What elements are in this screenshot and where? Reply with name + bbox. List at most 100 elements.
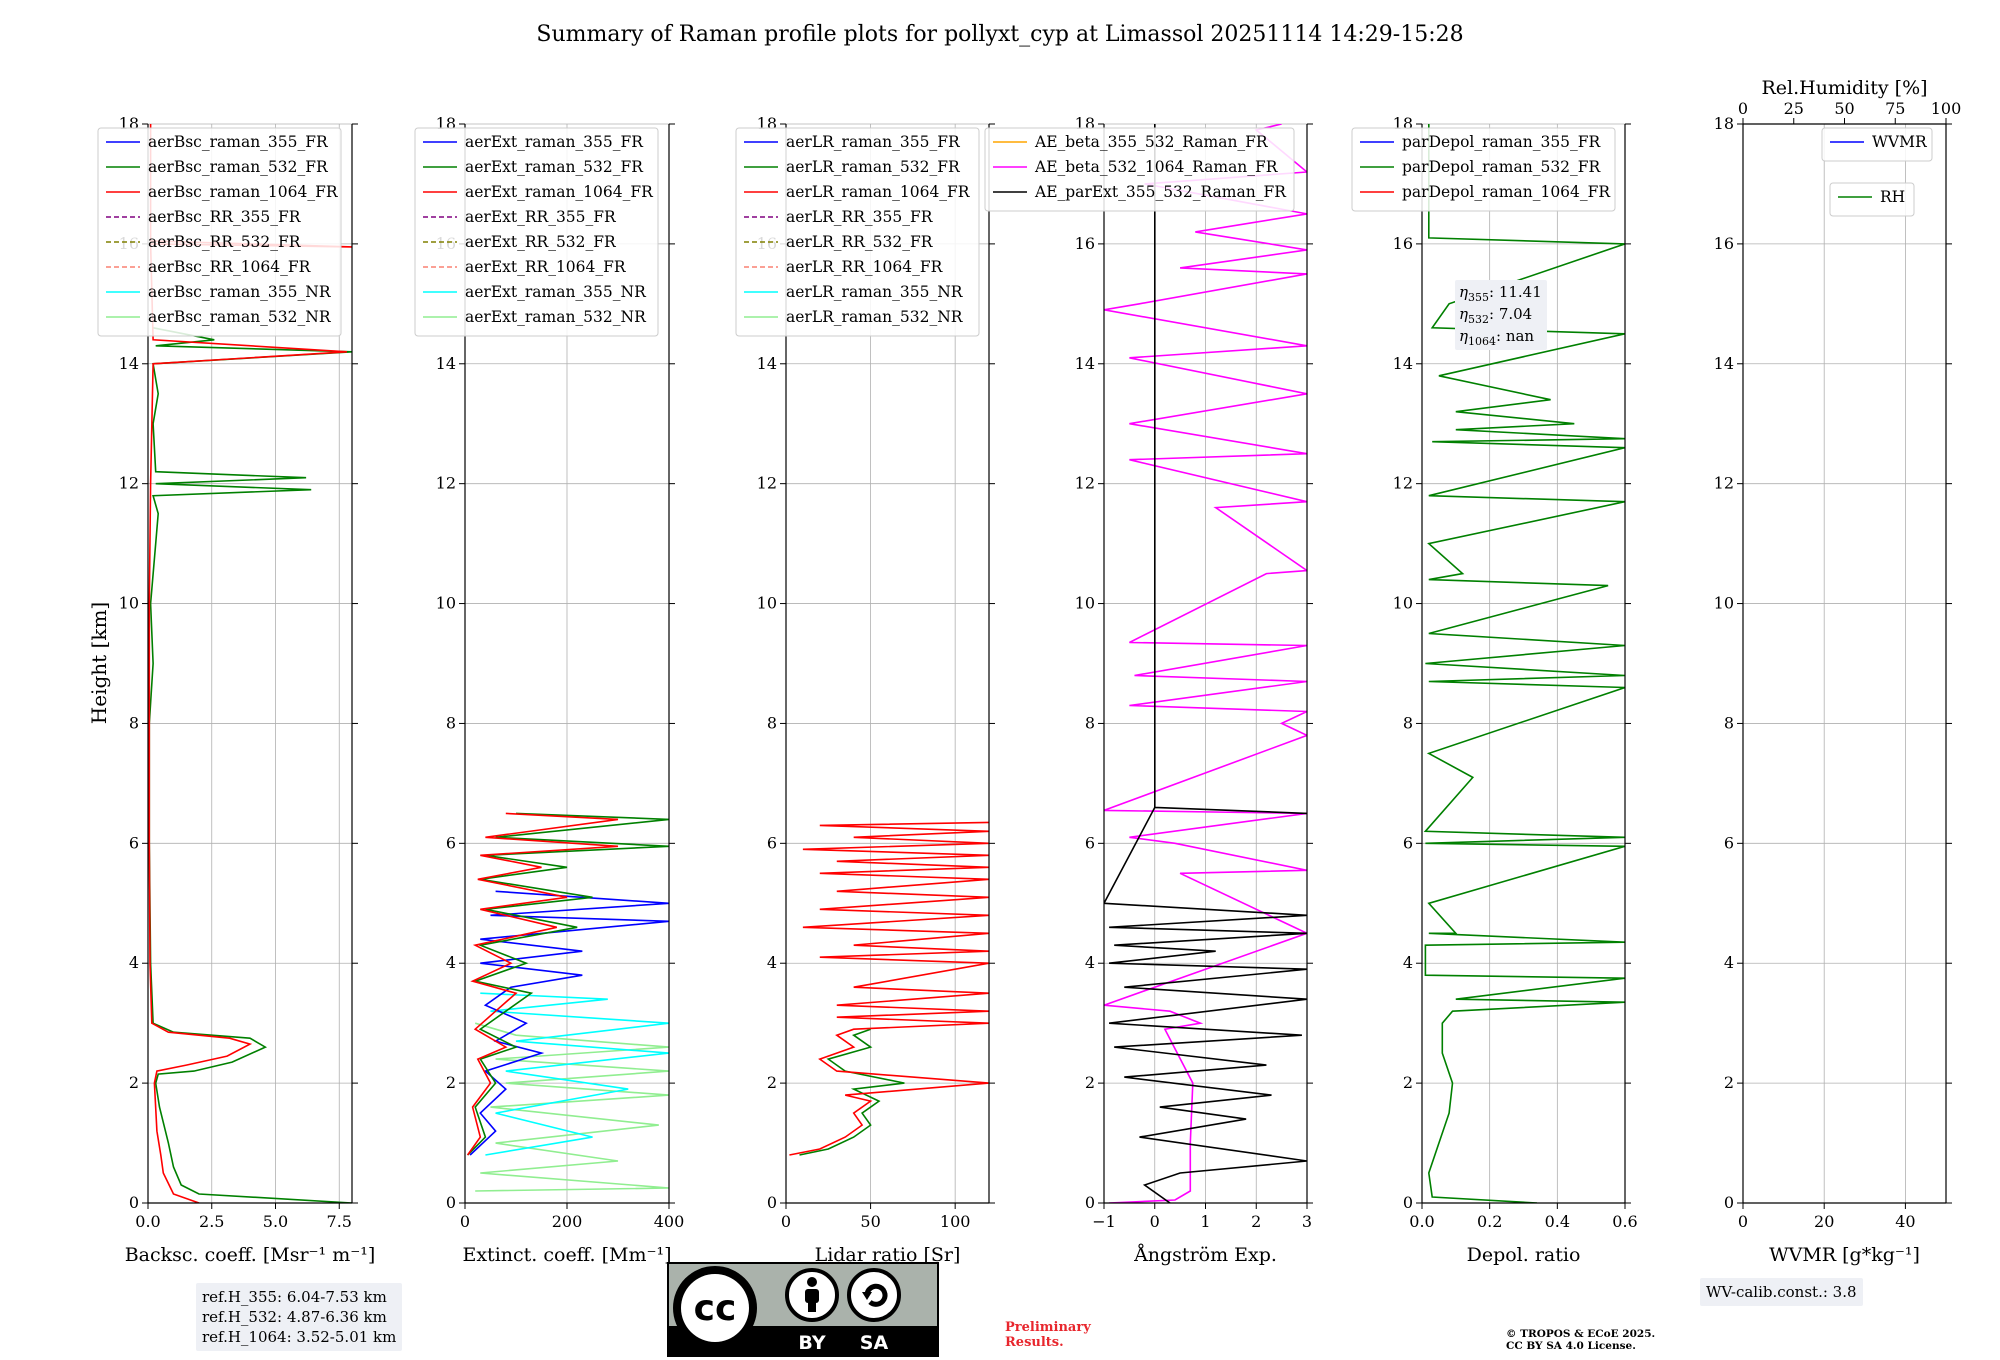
copyright-line-1: © TROPOS & ECoE 2025. xyxy=(1506,1328,1656,1340)
y-tick-label: 12 xyxy=(1075,474,1095,493)
legend-label: RH xyxy=(1880,188,1905,206)
y-tick-label: 14 xyxy=(436,354,456,373)
y-tick-label: 14 xyxy=(119,354,139,373)
y-tick-label: 4 xyxy=(767,953,777,972)
y-tick-label: 0 xyxy=(1403,1193,1413,1212)
x-tick-label: 7.5 xyxy=(327,1212,352,1231)
series-aerExt_raman_1064_FR xyxy=(466,812,619,1156)
legend-label: aerLR_raman_1064_FR xyxy=(786,183,971,201)
y-tick-label: 4 xyxy=(1403,953,1413,972)
legend-box xyxy=(735,127,980,337)
y-tick-label: 10 xyxy=(436,594,456,613)
x-tick-label: 2.5 xyxy=(199,1212,224,1231)
series-aerExt_raman_355_NR xyxy=(480,992,669,1156)
preliminary-line-2: Results. xyxy=(1005,1335,1064,1350)
x-axis-label: Backsc. coeff. [Msr⁻¹ m⁻¹] xyxy=(125,1244,376,1266)
wv-calibration-box: WV-calib.const.: 3.8 xyxy=(1700,1278,1863,1306)
legend-label: parDepol_raman_1064_FR xyxy=(1402,183,1611,201)
x-tick-label: 0.0 xyxy=(135,1212,160,1231)
x-tick-label: 0 xyxy=(460,1212,470,1231)
x-tick-label: 3 xyxy=(1302,1212,1312,1231)
legend-label: parDepol_raman_532_FR xyxy=(1402,158,1602,176)
y-tick-label: 0 xyxy=(1724,1193,1734,1212)
series-parDepol_raman_532_FR xyxy=(1423,124,1625,1203)
legend-label: AE_beta_355_532_Raman_FR xyxy=(1034,133,1269,151)
legend-label: aerBsc_RR_532_FR xyxy=(148,233,302,251)
share-alike-icon xyxy=(864,1283,888,1307)
y-tick-label: 10 xyxy=(119,594,139,613)
legend-label: WVMR xyxy=(1872,133,1928,151)
legend-box xyxy=(97,127,342,337)
x-tick-label: 0 xyxy=(1738,1212,1748,1231)
x-tick-label: 40 xyxy=(1895,1212,1915,1231)
cc-logo-text: cc xyxy=(694,1288,737,1329)
legend-label: aerExt_raman_1064_FR xyxy=(465,183,654,201)
y-tick-label: 12 xyxy=(436,474,456,493)
y-tick-label: 16 xyxy=(1393,234,1413,253)
series-aerExt_raman_532_FR xyxy=(467,812,669,1156)
y-tick-label: 14 xyxy=(1714,354,1734,373)
y-tick-label: 8 xyxy=(129,713,139,732)
y-tick-label: 10 xyxy=(1075,594,1095,613)
wv-calibration-constant: WV-calib.const.: 3.8 xyxy=(1706,1283,1857,1301)
copyright-line-2: CC BY SA 4.0 License. xyxy=(1506,1340,1636,1352)
x-tick-label: 20 xyxy=(1814,1212,1834,1231)
reference-heights-box: ref.H_355: 6.04-7.53 km ref.H_532: 4.87-… xyxy=(196,1283,403,1351)
y-tick-label: 0 xyxy=(446,1193,456,1212)
legend-box xyxy=(1821,127,1933,162)
x-axis-label: Ångström Exp. xyxy=(1133,1244,1277,1266)
cc-by-sa-license-badge: cc BY SA xyxy=(667,1262,939,1357)
sa-label: SA xyxy=(860,1332,889,1354)
y-tick-label: 12 xyxy=(1714,474,1734,493)
figure-title: Summary of Raman profile plots for polly… xyxy=(536,22,1464,47)
x-tick-label: 100 xyxy=(940,1212,971,1231)
x-tick-label: 0.2 xyxy=(1477,1212,1502,1231)
y-axis-label: Height [km] xyxy=(87,602,111,724)
y-tick-label: 12 xyxy=(119,474,139,493)
ref-height-532: ref.H_532: 4.87-6.36 km xyxy=(202,1308,387,1326)
y-tick-label: 14 xyxy=(1075,354,1095,373)
y-tick-label: 2 xyxy=(129,1073,139,1092)
legend-label: aerExt_raman_355_FR xyxy=(465,133,644,151)
y-tick-label: 6 xyxy=(1403,833,1413,852)
ref-height-355: ref.H_355: 6.04-7.53 km xyxy=(202,1288,387,1306)
y-tick-label: 6 xyxy=(1724,833,1734,852)
y-tick-label: 6 xyxy=(446,833,456,852)
legend-label: aerLR_RR_355_FR xyxy=(786,208,934,226)
eta-annotation-box xyxy=(1455,280,1547,350)
y-tick-label: 2 xyxy=(767,1073,777,1092)
by-attribution-icon xyxy=(807,1277,817,1287)
y-tick-label: 6 xyxy=(767,833,777,852)
x-tick-label: 50 xyxy=(860,1212,880,1231)
legend-label: aerExt_raman_355_NR xyxy=(465,283,647,301)
legend-box xyxy=(984,127,1295,212)
top-x-tick-label: 25 xyxy=(1784,99,1804,118)
y-tick-label: 12 xyxy=(757,474,777,493)
eta-annotation-line: η355: 11.41 xyxy=(1459,283,1542,304)
eta-annotation-line: η1064: nan xyxy=(1459,327,1534,348)
y-tick-label: 8 xyxy=(1724,713,1734,732)
legend-label: aerExt_raman_532_FR xyxy=(465,158,644,176)
top-x-tick-label: 100 xyxy=(1931,99,1962,118)
y-tick-label: 4 xyxy=(1724,953,1734,972)
legend-label: aerLR_RR_1064_FR xyxy=(786,258,944,276)
legend-label: aerBsc_raman_532_FR xyxy=(148,158,329,176)
series-aerExt_raman_355_FR xyxy=(469,890,669,1156)
legend-label: aerBsc_raman_355_FR xyxy=(148,133,329,151)
x-axis-label: Extinct. coeff. [Mm⁻¹] xyxy=(462,1244,671,1266)
y-tick-label: 6 xyxy=(1085,833,1095,852)
by-label: BY xyxy=(798,1332,825,1354)
y-tick-label: 6 xyxy=(129,833,139,852)
top-x-tick-label: 75 xyxy=(1885,99,1905,118)
legend-label: aerBsc_RR_355_FR xyxy=(148,208,302,226)
x-axis-label: WVMR [g*kg⁻¹] xyxy=(1769,1244,1920,1266)
series-AE_parExt_355_532_Raman_FR xyxy=(1104,124,1307,1203)
legend-label: aerExt_RR_1064_FR xyxy=(465,258,627,276)
x-axis-label: Lidar ratio [Sr] xyxy=(815,1244,961,1266)
legend-label: aerLR_raman_355_FR xyxy=(786,133,961,151)
x-tick-label: 0 xyxy=(1150,1212,1160,1231)
legend-label: aerExt_raman_532_NR xyxy=(465,308,647,326)
y-tick-label: 2 xyxy=(1085,1073,1095,1092)
x-tick-label: 0.6 xyxy=(1612,1212,1637,1231)
